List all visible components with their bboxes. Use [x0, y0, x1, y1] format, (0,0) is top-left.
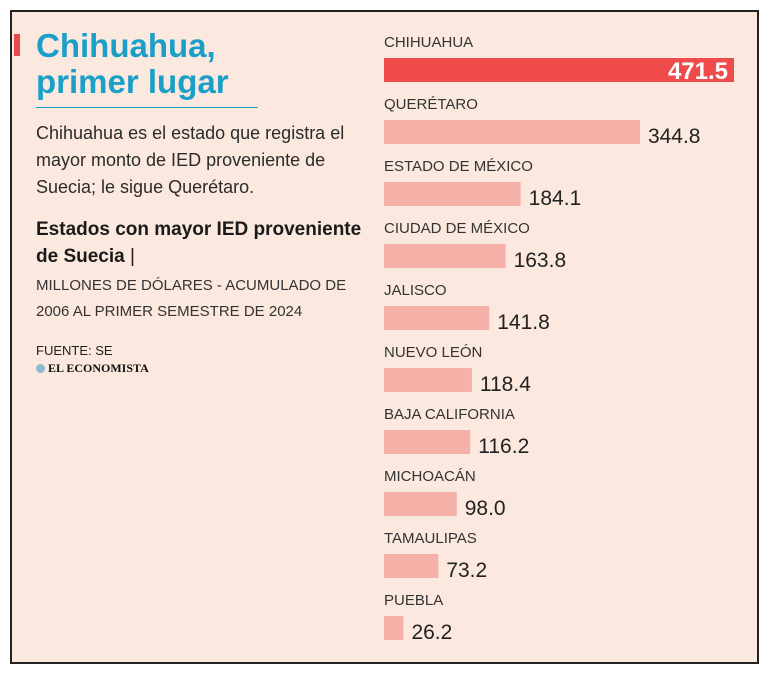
- bar-estado-de-mexico: [384, 182, 521, 206]
- subtitle-separator: |: [124, 246, 135, 267]
- title-underline: [36, 107, 258, 108]
- brand-logo: EL ECONOMISTA: [36, 361, 149, 376]
- value-label-michoacan: 98.0: [465, 497, 506, 520]
- value-label-puebla: 26.2: [411, 621, 452, 644]
- description: Chihuahua es el estado que registra el m…: [36, 123, 345, 197]
- chart-subtitle: Estados con mayor IED proveniente de Sue…: [36, 216, 366, 270]
- category-label-jalisco: JALISCO: [384, 282, 447, 299]
- value-label-jalisco: 141.8: [497, 311, 550, 334]
- value-label-baja-california: 116.2: [478, 435, 529, 458]
- page-title: Chihuahua, primer lugar: [36, 28, 336, 100]
- category-label-estado-de-mexico: ESTADO DE MÉXICO: [384, 158, 533, 175]
- category-label-michoacan: MICHOACÁN: [384, 468, 476, 485]
- category-label-chihuahua: CHIHUAHUA: [384, 34, 473, 51]
- category-label-nuevo-leon: NUEVO LEÓN: [384, 344, 482, 361]
- bar-queretaro: [384, 120, 640, 144]
- bar-baja-california: [384, 430, 471, 454]
- title-line-1: Chihuahua,: [36, 27, 216, 64]
- bar-jalisco: [384, 306, 490, 330]
- units-note: MILLONES DE DÓLARES - ACUMULADO DE 2006 …: [36, 277, 347, 320]
- value-label-ciudad-de-mexico: 163.8: [514, 249, 567, 272]
- category-label-baja-california: BAJA CALIFORNIA: [384, 406, 515, 423]
- chart-subtitle-bold: Estados con mayor IED proveniente de Sue…: [36, 219, 362, 267]
- value-label-queretaro: 344.8: [648, 125, 701, 148]
- bar-chihuahua: [384, 58, 734, 82]
- bar-ciudad-de-mexico: [384, 244, 506, 268]
- brand-globe-icon: [36, 364, 45, 373]
- brand-name: EL ECONOMISTA: [48, 361, 149, 375]
- bar-nuevo-leon: [384, 368, 472, 392]
- category-label-queretaro: QUERÉTARO: [384, 96, 478, 113]
- title-accent-bar: [14, 34, 20, 56]
- category-label-ciudad-de-mexico: CIUDAD DE MÉXICO: [384, 220, 530, 237]
- bar-tamaulipas: [384, 554, 439, 578]
- category-label-tamaulipas: TAMAULIPAS: [384, 530, 477, 547]
- value-label-estado-de-mexico: 184.1: [529, 187, 582, 210]
- value-label-chihuahua: 471.5: [668, 58, 728, 85]
- bar-michoacan: [384, 492, 457, 516]
- value-label-tamaulipas: 73.2: [446, 559, 487, 582]
- bar-puebla: [384, 616, 404, 640]
- value-label-nuevo-leon: 118.4: [480, 373, 531, 396]
- source-note: FUENTE: SE: [36, 343, 113, 358]
- category-label-puebla: PUEBLA: [384, 592, 443, 609]
- title-line-2: primer lugar: [36, 63, 229, 100]
